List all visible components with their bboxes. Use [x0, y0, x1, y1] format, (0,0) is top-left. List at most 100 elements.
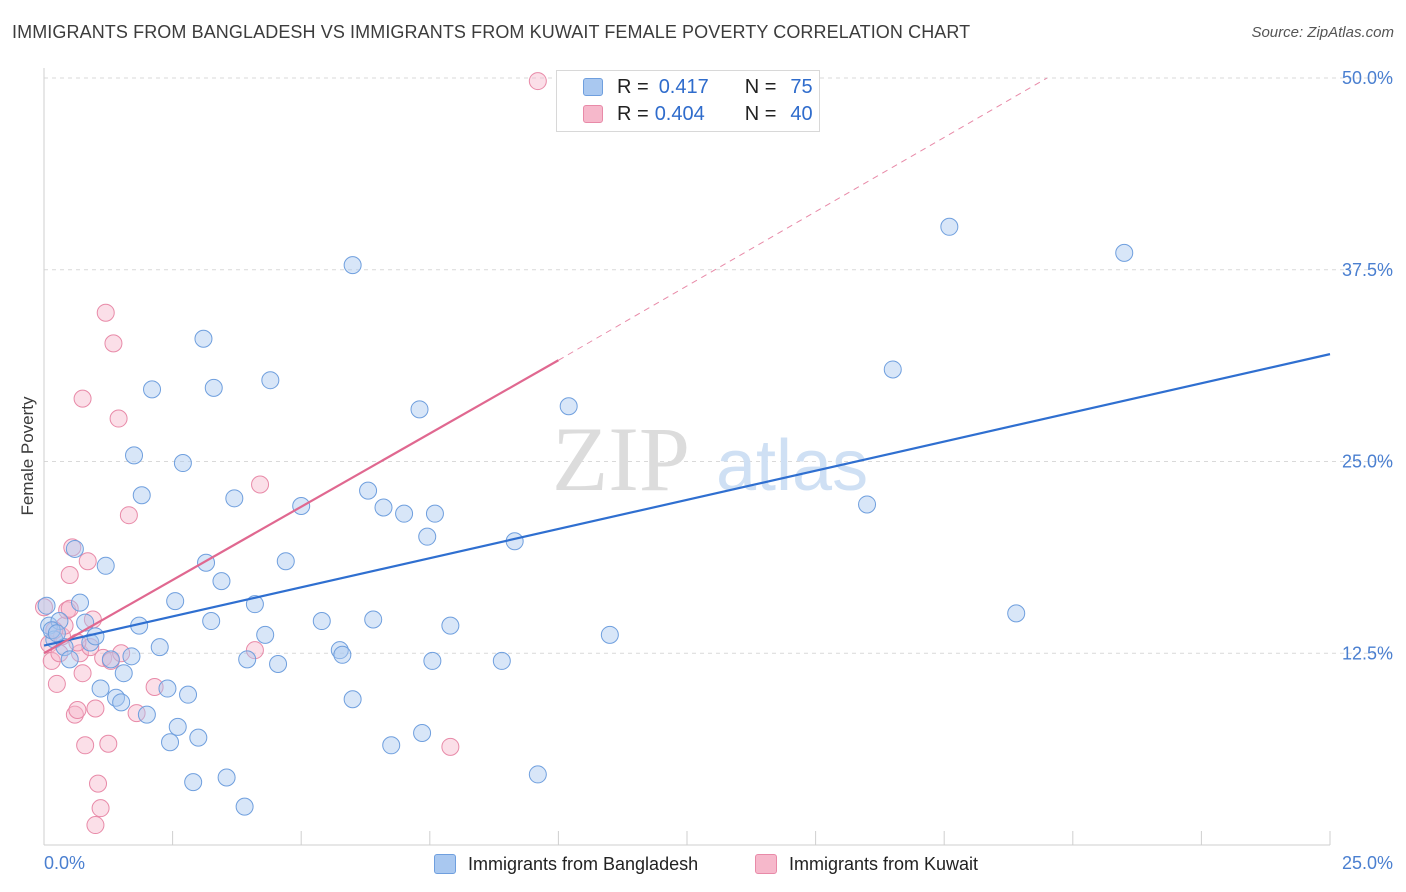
- bangladesh-point: [245, 595, 264, 614]
- bangladesh-point: [217, 768, 236, 787]
- kuwait-point: [99, 734, 118, 753]
- legend-row-bangladesh: R = 0.417 N = 75: [583, 75, 813, 99]
- y-axis-label: Female Poverty: [18, 396, 37, 516]
- kuwait-point: [251, 475, 270, 494]
- bangladesh-point: [413, 724, 432, 743]
- bangladesh-point: [256, 625, 275, 644]
- bangladesh-point: [858, 495, 877, 514]
- kuwait-point: [112, 644, 131, 663]
- bangladesh-point: [528, 765, 547, 784]
- bangladesh-point: [492, 651, 511, 670]
- bottom-legend-label: Immigrants from Bangladesh: [468, 853, 699, 874]
- bangladesh-point: [269, 654, 288, 673]
- bangladesh-point: [395, 504, 414, 523]
- bangladesh-point: [60, 650, 79, 669]
- bangladesh-point: [559, 397, 578, 416]
- bangladesh-point: [132, 486, 151, 505]
- kuwait-point: [47, 674, 66, 693]
- legend-n-value: 40: [790, 102, 813, 125]
- kuwait-point: [68, 701, 87, 720]
- legend-row-kuwait: R = 0.404 N = 40: [583, 102, 813, 126]
- bangladesh-point: [425, 504, 444, 523]
- kuwait-point: [441, 737, 460, 756]
- bottom-legend-label: Immigrants from Kuwait: [789, 853, 979, 874]
- bangladesh-point: [382, 736, 401, 755]
- legend-swatch-pink: [583, 105, 603, 123]
- bangladesh-point: [161, 733, 180, 752]
- bottom-legend-bangladesh: Immigrants from Bangladesh: [434, 851, 698, 877]
- bangladesh-point: [343, 690, 362, 709]
- kuwait-point: [60, 599, 79, 618]
- kuwait-point: [104, 334, 123, 353]
- bangladesh-point: [122, 647, 141, 666]
- bangladesh-point: [940, 217, 959, 236]
- x-tick-label-min: 0.0%: [44, 853, 85, 873]
- bangladesh-point: [343, 256, 362, 275]
- bangladesh-point: [150, 638, 169, 657]
- bangladesh-point: [189, 728, 208, 747]
- bangladesh-point: [71, 593, 90, 612]
- kuwait-point: [96, 303, 115, 322]
- bangladesh-point: [101, 650, 120, 669]
- bangladesh-trend-line: [43, 353, 1331, 647]
- kuwait-point: [119, 506, 138, 525]
- kuwait-point: [73, 664, 92, 683]
- kuwait-point: [73, 389, 92, 408]
- watermark-zip: ZIP: [552, 408, 690, 510]
- bangladesh-point: [423, 651, 442, 670]
- legend-r-label: R =: [617, 102, 649, 125]
- kuwait-point: [86, 816, 105, 835]
- watermark-atlas: atlas: [716, 426, 868, 506]
- bangladesh-point: [312, 612, 331, 631]
- bangladesh-point: [125, 446, 144, 465]
- kuwait-point: [76, 736, 95, 755]
- series-bangladesh-points: [37, 217, 1134, 816]
- bottom-legend-swatch-pink: [755, 854, 777, 874]
- kuwait-point: [86, 699, 105, 718]
- y-tick-label: 50.0%: [1342, 68, 1393, 88]
- bangladesh-point: [359, 481, 378, 500]
- gridlines: [44, 77, 1394, 654]
- watermark: ZIP atlas: [552, 408, 868, 510]
- bangladesh-point: [40, 616, 59, 635]
- bangladesh-point: [235, 797, 254, 816]
- bangladesh-point: [441, 616, 460, 635]
- y-tick-label: 37.5%: [1342, 260, 1393, 280]
- kuwait-point: [145, 677, 164, 696]
- kuwait-trend-line: [43, 359, 559, 655]
- bangladesh-point: [112, 693, 131, 712]
- legend-r-value: 0.417: [658, 75, 709, 98]
- kuwait-point: [89, 774, 108, 793]
- bangladesh-point: [276, 552, 295, 571]
- bangladesh-point: [204, 378, 223, 397]
- bangladesh-point: [96, 556, 115, 575]
- legend-r-value: 0.404: [654, 102, 705, 125]
- series-kuwait-points: [35, 72, 547, 835]
- bangladesh-point: [42, 621, 61, 640]
- legend-r-label: R =: [617, 75, 649, 98]
- x-axis-ticks: [172, 831, 1331, 845]
- bangladesh-point: [91, 679, 110, 698]
- bangladesh-point: [65, 539, 84, 558]
- kuwait-point: [78, 552, 97, 571]
- bangladesh-point: [47, 624, 66, 643]
- kuwait-point: [245, 641, 264, 660]
- legend-n-label: N =: [744, 75, 777, 98]
- bangladesh-point: [184, 773, 203, 792]
- bangladesh-point: [202, 612, 221, 631]
- y-tick-label: 12.5%: [1342, 643, 1393, 663]
- bangladesh-point: [333, 645, 352, 664]
- bangladesh-point: [1115, 243, 1134, 262]
- bangladesh-point: [143, 380, 162, 399]
- bangladesh-point: [166, 592, 185, 611]
- bangladesh-point: [173, 454, 192, 473]
- x-tick-label-max: 25.0%: [1342, 853, 1393, 873]
- legend-n-label: N =: [744, 102, 777, 125]
- bangladesh-point: [225, 489, 244, 508]
- stats-legend: R = 0.417 N = 75 R = 0.404 N = 40: [556, 70, 820, 132]
- kuwait-point: [109, 409, 128, 428]
- bangladesh-point: [194, 329, 213, 348]
- bangladesh-point: [168, 717, 187, 736]
- bangladesh-point: [179, 685, 198, 704]
